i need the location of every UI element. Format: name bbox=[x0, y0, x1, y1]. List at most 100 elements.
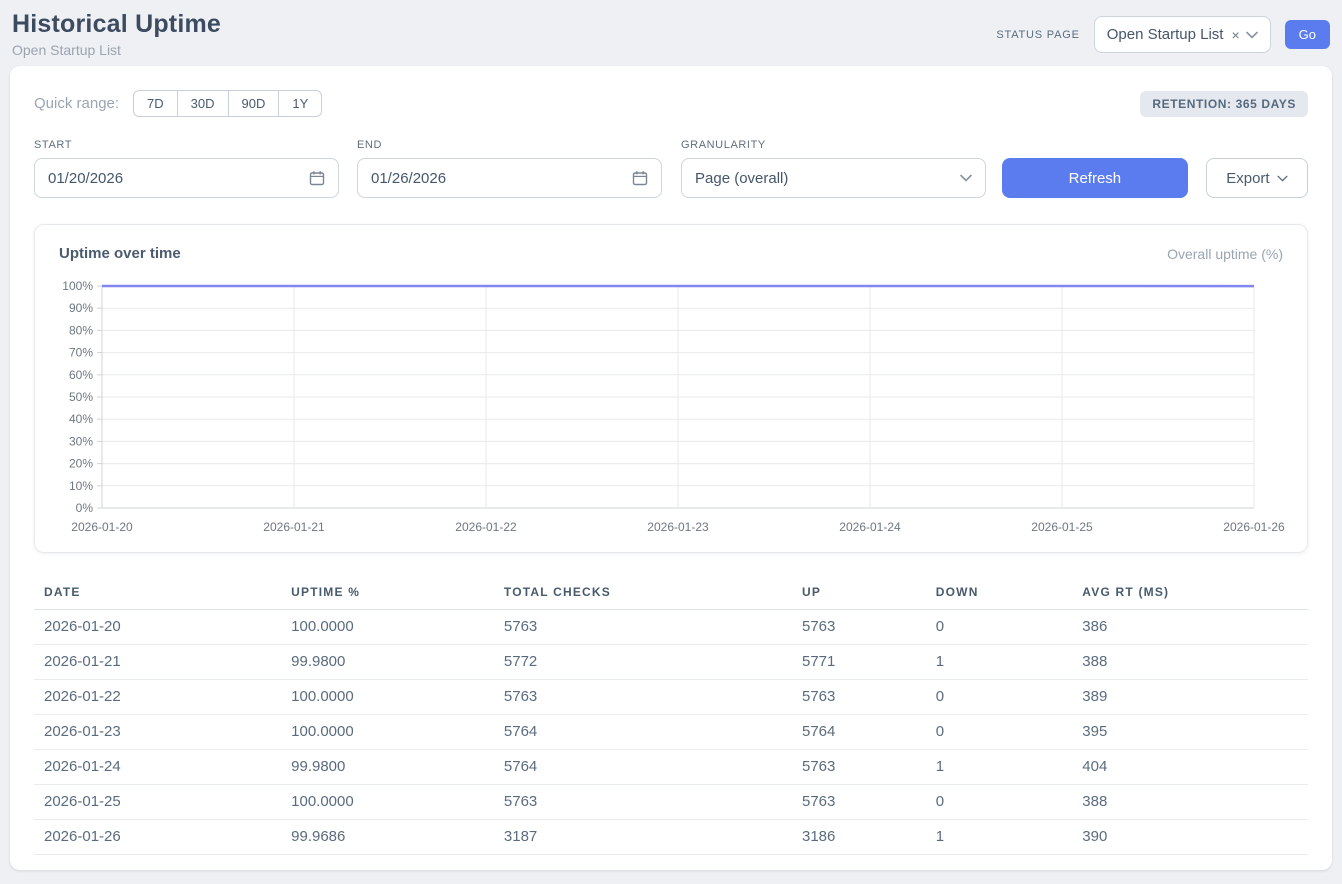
table-cell: 5764 bbox=[493, 749, 792, 785]
svg-text:40%: 40% bbox=[69, 412, 93, 426]
uptime-line-chart: 0% 10% 20% 30% 40% 50% 60% 70% 80% 90% 100% 2026-01… bbox=[62, 279, 1285, 534]
table-cell: 0 bbox=[925, 714, 1073, 750]
table-row: 2026-01-26 99.9686 3187 3186 1 390 bbox=[34, 819, 1308, 855]
table-cell: 100.0000 bbox=[281, 784, 494, 820]
table-cell: 404 bbox=[1072, 749, 1308, 785]
svg-text:50%: 50% bbox=[69, 390, 93, 404]
svg-text:80%: 80% bbox=[69, 323, 93, 337]
table-row: 2026-01-23 100.0000 5764 5764 0 395 bbox=[34, 714, 1308, 750]
chart-legend: Overall uptime (%) bbox=[1167, 245, 1283, 262]
uptime-chart-card: Uptime over time Overall uptime (%) 0% 10… bbox=[34, 224, 1308, 553]
chevron-down-icon bbox=[960, 174, 972, 182]
status-page-label: STATUS PAGE bbox=[996, 28, 1080, 41]
table-cell: 1 bbox=[925, 644, 1073, 680]
calendar-icon[interactable] bbox=[632, 170, 648, 186]
svg-text:2026-01-26: 2026-01-26 bbox=[1223, 520, 1285, 534]
table-row: 2026-01-22 100.0000 5763 5763 0 389 bbox=[34, 679, 1308, 715]
svg-text:2026-01-22: 2026-01-22 bbox=[455, 520, 517, 534]
granularity-select[interactable]: Page (overall) bbox=[681, 158, 986, 198]
quick-range-30d[interactable]: 30D bbox=[176, 90, 229, 117]
table-cell: 5763 bbox=[792, 679, 926, 715]
table-cell: 5763 bbox=[792, 784, 926, 820]
status-page-select[interactable]: Open Startup List × bbox=[1093, 16, 1271, 53]
clear-selection-icon[interactable]: × bbox=[1231, 26, 1240, 43]
page-subtitle: Open Startup List bbox=[12, 42, 121, 58]
table-cell: 100.0000 bbox=[281, 714, 494, 750]
table-cell: 100.0000 bbox=[281, 609, 494, 645]
export-button[interactable]: Export bbox=[1205, 158, 1308, 198]
table-cell: 390 bbox=[1072, 819, 1308, 855]
main-panel: Quick range: 7D 30D 90D 1Y RETENTION: 365 D… bbox=[10, 66, 1332, 870]
table-row: 2026-01-20 100.0000 5763 5763 0 386 bbox=[34, 609, 1308, 645]
end-label: END bbox=[357, 139, 383, 151]
table-cell: 2026-01-25 bbox=[34, 784, 282, 820]
svg-text:2026-01-25: 2026-01-25 bbox=[1031, 520, 1093, 534]
svg-text:30%: 30% bbox=[69, 434, 93, 448]
quick-range-90d[interactable]: 90D bbox=[227, 90, 280, 117]
quick-range-label: Quick range: bbox=[34, 95, 120, 112]
chevron-down-icon bbox=[1277, 175, 1288, 182]
table-cell: 1 bbox=[925, 749, 1073, 785]
table-cell: 3187 bbox=[493, 819, 792, 855]
svg-text:0%: 0% bbox=[76, 501, 94, 515]
quick-range-row: Quick range: 7D 30D 90D 1Y RETENTION: 365 D… bbox=[34, 90, 1308, 117]
quick-range-1y[interactable]: 1Y bbox=[278, 90, 323, 117]
filter-fields-row: START 01/20/2026 END 01/26/2026 GRANULAR… bbox=[34, 139, 1308, 198]
chevron-down-icon bbox=[1245, 31, 1258, 39]
table-cell: 5763 bbox=[792, 749, 926, 785]
svg-text:2026-01-23: 2026-01-23 bbox=[647, 520, 709, 534]
svg-text:2026-01-20: 2026-01-20 bbox=[71, 520, 133, 534]
table-header-row: DATE UPTIME % TOTAL CHECKS UP DOWN AVG RT (MS… bbox=[34, 577, 1308, 610]
status-page-selected-value: Open Startup List bbox=[1106, 26, 1224, 43]
table-cell: 5772 bbox=[493, 644, 792, 680]
header-right: STATUS PAGE Open Startup List × Go bbox=[996, 16, 1330, 53]
svg-text:20%: 20% bbox=[69, 457, 93, 471]
table-cell: 2026-01-24 bbox=[34, 749, 282, 785]
table-cell: 2026-01-23 bbox=[34, 714, 282, 750]
table-cell: 388 bbox=[1072, 644, 1308, 680]
table-cell: 100.0000 bbox=[281, 679, 494, 715]
table-cell: 389 bbox=[1072, 679, 1308, 715]
svg-text:90%: 90% bbox=[69, 301, 93, 315]
start-date-value: 01/20/2026 bbox=[48, 169, 124, 187]
table-cell: 99.9686 bbox=[281, 819, 494, 855]
table-cell: 388 bbox=[1072, 784, 1308, 820]
top-header: Historical Uptime Open Startup List STAT… bbox=[0, 0, 1342, 66]
table-cell: 5764 bbox=[493, 714, 792, 750]
refresh-button[interactable]: Refresh bbox=[1002, 158, 1188, 198]
table-cell: 0 bbox=[925, 609, 1073, 645]
table-cell: 0 bbox=[925, 679, 1073, 715]
svg-text:70%: 70% bbox=[69, 346, 93, 360]
quick-range-7d[interactable]: 7D bbox=[133, 90, 178, 117]
table-cell: 2026-01-21 bbox=[34, 644, 282, 680]
table-cell: 386 bbox=[1072, 609, 1308, 645]
table-cell: 2026-01-20 bbox=[34, 609, 282, 645]
retention-badge: RETENTION: 365 DAYS bbox=[1140, 90, 1308, 117]
table-cell: 1 bbox=[925, 819, 1073, 855]
table-row: 2026-01-25 100.0000 5763 5763 0 388 bbox=[34, 784, 1308, 820]
quick-range-group: 7D 30D 90D 1Y bbox=[133, 90, 323, 117]
table-body: 2026-01-20 100.0000 5763 5763 0 386 2026-01-21… bbox=[34, 609, 1308, 855]
svg-text:2026-01-21: 2026-01-21 bbox=[263, 520, 325, 534]
column-header: TOTAL CHECKS bbox=[493, 577, 792, 610]
column-header: AVG RT (MS) bbox=[1072, 577, 1308, 610]
end-date-input[interactable]: 01/26/2026 bbox=[357, 158, 662, 198]
page-title: Historical Uptime bbox=[12, 10, 222, 38]
uptime-table: DATE UPTIME % TOTAL CHECKS UP DOWN AVG RT (MS… bbox=[34, 577, 1308, 855]
column-header: DATE bbox=[34, 577, 282, 610]
svg-text:100%: 100% bbox=[62, 279, 93, 293]
granularity-label: GRANULARITY bbox=[681, 139, 766, 151]
start-date-input[interactable]: 01/20/2026 bbox=[34, 158, 339, 198]
calendar-icon[interactable] bbox=[309, 170, 325, 186]
export-label: Export bbox=[1226, 169, 1270, 187]
go-button[interactable]: Go bbox=[1284, 20, 1330, 49]
start-label: START bbox=[34, 139, 73, 151]
table-cell: 5763 bbox=[493, 679, 792, 715]
column-header: UPTIME % bbox=[281, 577, 494, 610]
svg-text:2026-01-24: 2026-01-24 bbox=[839, 520, 901, 534]
title-block: Historical Uptime Open Startup List bbox=[12, 10, 221, 58]
column-header: DOWN bbox=[925, 577, 1073, 610]
table-cell: 5763 bbox=[493, 784, 792, 820]
table-cell: 2026-01-22 bbox=[34, 679, 282, 715]
table-row: 2026-01-24 99.9800 5764 5763 1 404 bbox=[34, 749, 1308, 785]
